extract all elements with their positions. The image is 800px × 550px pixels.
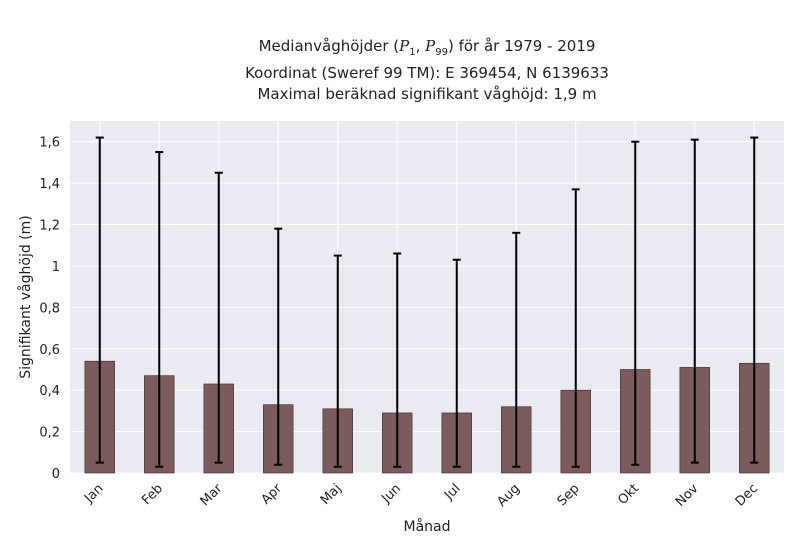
error-bars <box>95 136 759 468</box>
x-tick-label: Apr <box>259 481 286 508</box>
title-line-2: Koordinat (Sweref 99 TM): E 369454, N 61… <box>245 64 609 82</box>
x-tick-label: Nov <box>673 481 702 510</box>
x-tick-label: Jan <box>81 481 106 506</box>
x-axis-label: Månad <box>404 518 451 535</box>
y-tick-label: 1 <box>52 260 60 275</box>
title-line-3: Maximal beräknad signifikant våghöjd: 1,… <box>257 85 597 103</box>
y-axis-ticks: 0 0,2 0,4 0,6 0,8 1 1,2 1,4 1,6 <box>39 136 60 482</box>
x-axis-ticks: Jan Feb Mar Apr Maj Jun Jul Aug Sep Okt Nov Dec <box>81 481 761 510</box>
x-tick-label: Mar <box>198 481 226 509</box>
y-tick-label: 1,6 <box>39 136 60 151</box>
y-tick-label: 0,8 <box>39 301 60 316</box>
x-tick-label: Dec <box>733 481 761 509</box>
x-tick-label: Okt <box>615 481 642 508</box>
x-tick-label: Sep <box>555 481 583 509</box>
plot-area <box>70 121 784 473</box>
y-tick-label: 0,2 <box>39 426 60 441</box>
y-tick-label: 0 <box>52 467 60 482</box>
y-tick-label: 1,2 <box>39 219 60 234</box>
y-axis-label: Signifikant våghöjd (m) <box>17 215 34 378</box>
x-tick-label: Jun <box>378 481 404 507</box>
title-line-1: Medianvåghöjder (P1, P99) för år 1979 - … <box>258 37 596 58</box>
x-tick-label: Aug <box>495 481 524 510</box>
y-tick-label: 0,6 <box>39 343 60 358</box>
y-tick-label: 1,4 <box>39 177 60 192</box>
x-tick-label: Feb <box>139 481 166 508</box>
chart-title: Medianvåghöjder (P1, P99) för år 1979 - … <box>70 36 784 105</box>
x-tick-label: Maj <box>318 481 345 508</box>
y-tick-label: 0,4 <box>39 384 60 399</box>
x-tick-label: Jul <box>441 481 463 503</box>
